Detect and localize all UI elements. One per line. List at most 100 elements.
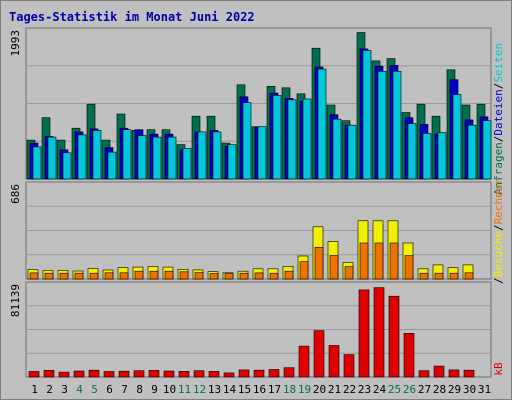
ymax-label-requests: 1993 (9, 30, 22, 57)
legend-sep-3: / (492, 277, 505, 284)
bar-seiten-day-28 (437, 132, 447, 180)
bar-seiten-day-23 (362, 50, 372, 180)
bar-rechner-day-15 (239, 272, 249, 280)
legend-sep-2: / (492, 83, 505, 90)
bar-kb-day-5 (88, 369, 100, 378)
bar-kb-day-1 (28, 371, 40, 378)
bar-kb-day-16 (253, 369, 265, 378)
bar-seiten-day-26 (407, 123, 417, 180)
bar-seiten-day-5 (92, 130, 102, 180)
bar-rechner-day-9 (149, 270, 159, 280)
chart-panels: 1993 686 81139 (9, 27, 492, 378)
x-tick-label-14: 14 (223, 383, 237, 396)
bar-rechner-day-17 (269, 272, 279, 280)
x-axis-ticks: 1 2 3 4 5 6 7 8 9 10 11 12 13 14 15 16 17 18 19 20 21 22 23 24 2… (31, 383, 491, 396)
bar-seiten-day-4 (77, 134, 87, 180)
bar-seiten-day-19 (302, 98, 312, 180)
x-tick-label-15: 15 (238, 383, 251, 396)
x-tick-label-23: 23 (358, 383, 371, 396)
bar-rechner-day-19 (299, 261, 309, 280)
legend-besuche: Besuche (492, 231, 505, 277)
bar-seiten-day-3 (62, 152, 72, 180)
x-tick-label-26: 26 (403, 383, 416, 396)
bar-seiten-day-10 (167, 136, 177, 180)
bar-seiten-day-22 (347, 124, 357, 180)
bar-seiten-day-15 (242, 102, 252, 180)
bar-rechner-day-24 (374, 242, 384, 280)
ymax-label-visits: 686 (9, 184, 22, 204)
bar-seiten-day-11 (182, 148, 192, 180)
x-tick-label-13: 13 (208, 383, 221, 396)
bar-seiten-day-18 (287, 99, 297, 180)
bar-kb-day-7 (118, 370, 130, 378)
x-tick-label-17: 17 (268, 383, 281, 396)
bar-seiten-day-21 (332, 118, 342, 180)
bar-seiten-day-25 (392, 71, 402, 180)
bar-seiten-day-2 (47, 136, 57, 180)
x-tick-label-8: 8 (136, 383, 143, 396)
x-tick-label-21: 21 (328, 383, 341, 396)
bar-rechner-day-2 (44, 272, 54, 280)
x-tick-label-30: 30 (463, 383, 476, 396)
bar-rechner-day-11 (179, 271, 189, 280)
bar-rechner-day-23 (359, 242, 369, 280)
x-tick-label-4: 4 (76, 383, 83, 396)
ymax-label-kb: 81139 (9, 284, 22, 317)
x-tick-label-18: 18 (283, 383, 296, 396)
bar-rechner-day-20 (314, 247, 324, 280)
x-tick-label-1: 1 (31, 383, 38, 396)
legend-dateien: Dateien (492, 89, 505, 135)
legend-kb-label: kB (492, 362, 505, 376)
bar-kb-day-19 (298, 345, 310, 378)
bar-kb-day-15 (238, 369, 250, 378)
bar-rechner-day-25 (389, 242, 399, 280)
bar-rechner-day-29 (449, 272, 459, 280)
bar-rechner-day-27 (419, 272, 429, 280)
bar-kb-day-23 (358, 289, 370, 378)
bar-kb-day-29 (448, 369, 460, 378)
bar-seiten-day-20 (317, 68, 327, 180)
bar-rechner-day-16 (254, 272, 264, 280)
bar-rechner-day-4 (74, 272, 84, 280)
bar-rechner-day-22 (344, 266, 354, 280)
legend-requests: Anfragen/Dateien/Seiten (492, 43, 505, 195)
x-tick-label-5: 5 (91, 383, 98, 396)
bar-seiten-day-1 (32, 146, 42, 180)
bar-seiten-day-9 (152, 136, 162, 180)
x-tick-label-3: 3 (61, 383, 68, 396)
bar-rechner-day-5 (89, 272, 99, 280)
x-tick-label-19: 19 (298, 383, 311, 396)
bar-kb-day-12 (193, 370, 205, 378)
bar-kb-day-13 (208, 371, 220, 378)
legend-sep-1: / (492, 136, 505, 143)
bar-kb-day-27 (418, 370, 430, 378)
bar-kb-day-14 (223, 372, 235, 378)
bar-seiten-day-17 (272, 95, 282, 180)
bar-kb-day-18 (283, 367, 295, 378)
x-tick-label-25: 25 (388, 383, 401, 396)
bar-rechner-day-18 (284, 270, 294, 280)
x-tick-label-22: 22 (343, 383, 356, 396)
bar-kb-day-26 (403, 333, 415, 378)
legend: Anfragen/Dateien/Seiten /Besuche/Rechner… (492, 43, 505, 376)
bar-kb-day-20 (313, 330, 325, 378)
bar-kb-day-22 (343, 354, 355, 378)
bar-rechner-day-13 (209, 273, 219, 280)
bar-kb-day-10 (163, 370, 175, 378)
x-tick-label-11: 11 (178, 383, 191, 396)
x-tick-label-10: 10 (163, 383, 176, 396)
bar-kb-day-3 (58, 371, 70, 378)
bar-rechner-day-14 (224, 273, 234, 280)
bar-kb-day-17 (268, 369, 280, 378)
bar-seiten-day-14 (227, 144, 237, 180)
bar-seiten-day-30 (467, 124, 477, 180)
bar-rechner-day-7 (119, 272, 129, 280)
bar-rechner-day-1 (29, 272, 39, 280)
bar-rechner-day-10 (164, 270, 174, 280)
x-tick-label-12: 12 (193, 383, 206, 396)
bar-seiten-day-7 (122, 129, 132, 180)
legend-seiten: Seiten (492, 43, 505, 83)
bar-kb-day-6 (103, 371, 115, 378)
